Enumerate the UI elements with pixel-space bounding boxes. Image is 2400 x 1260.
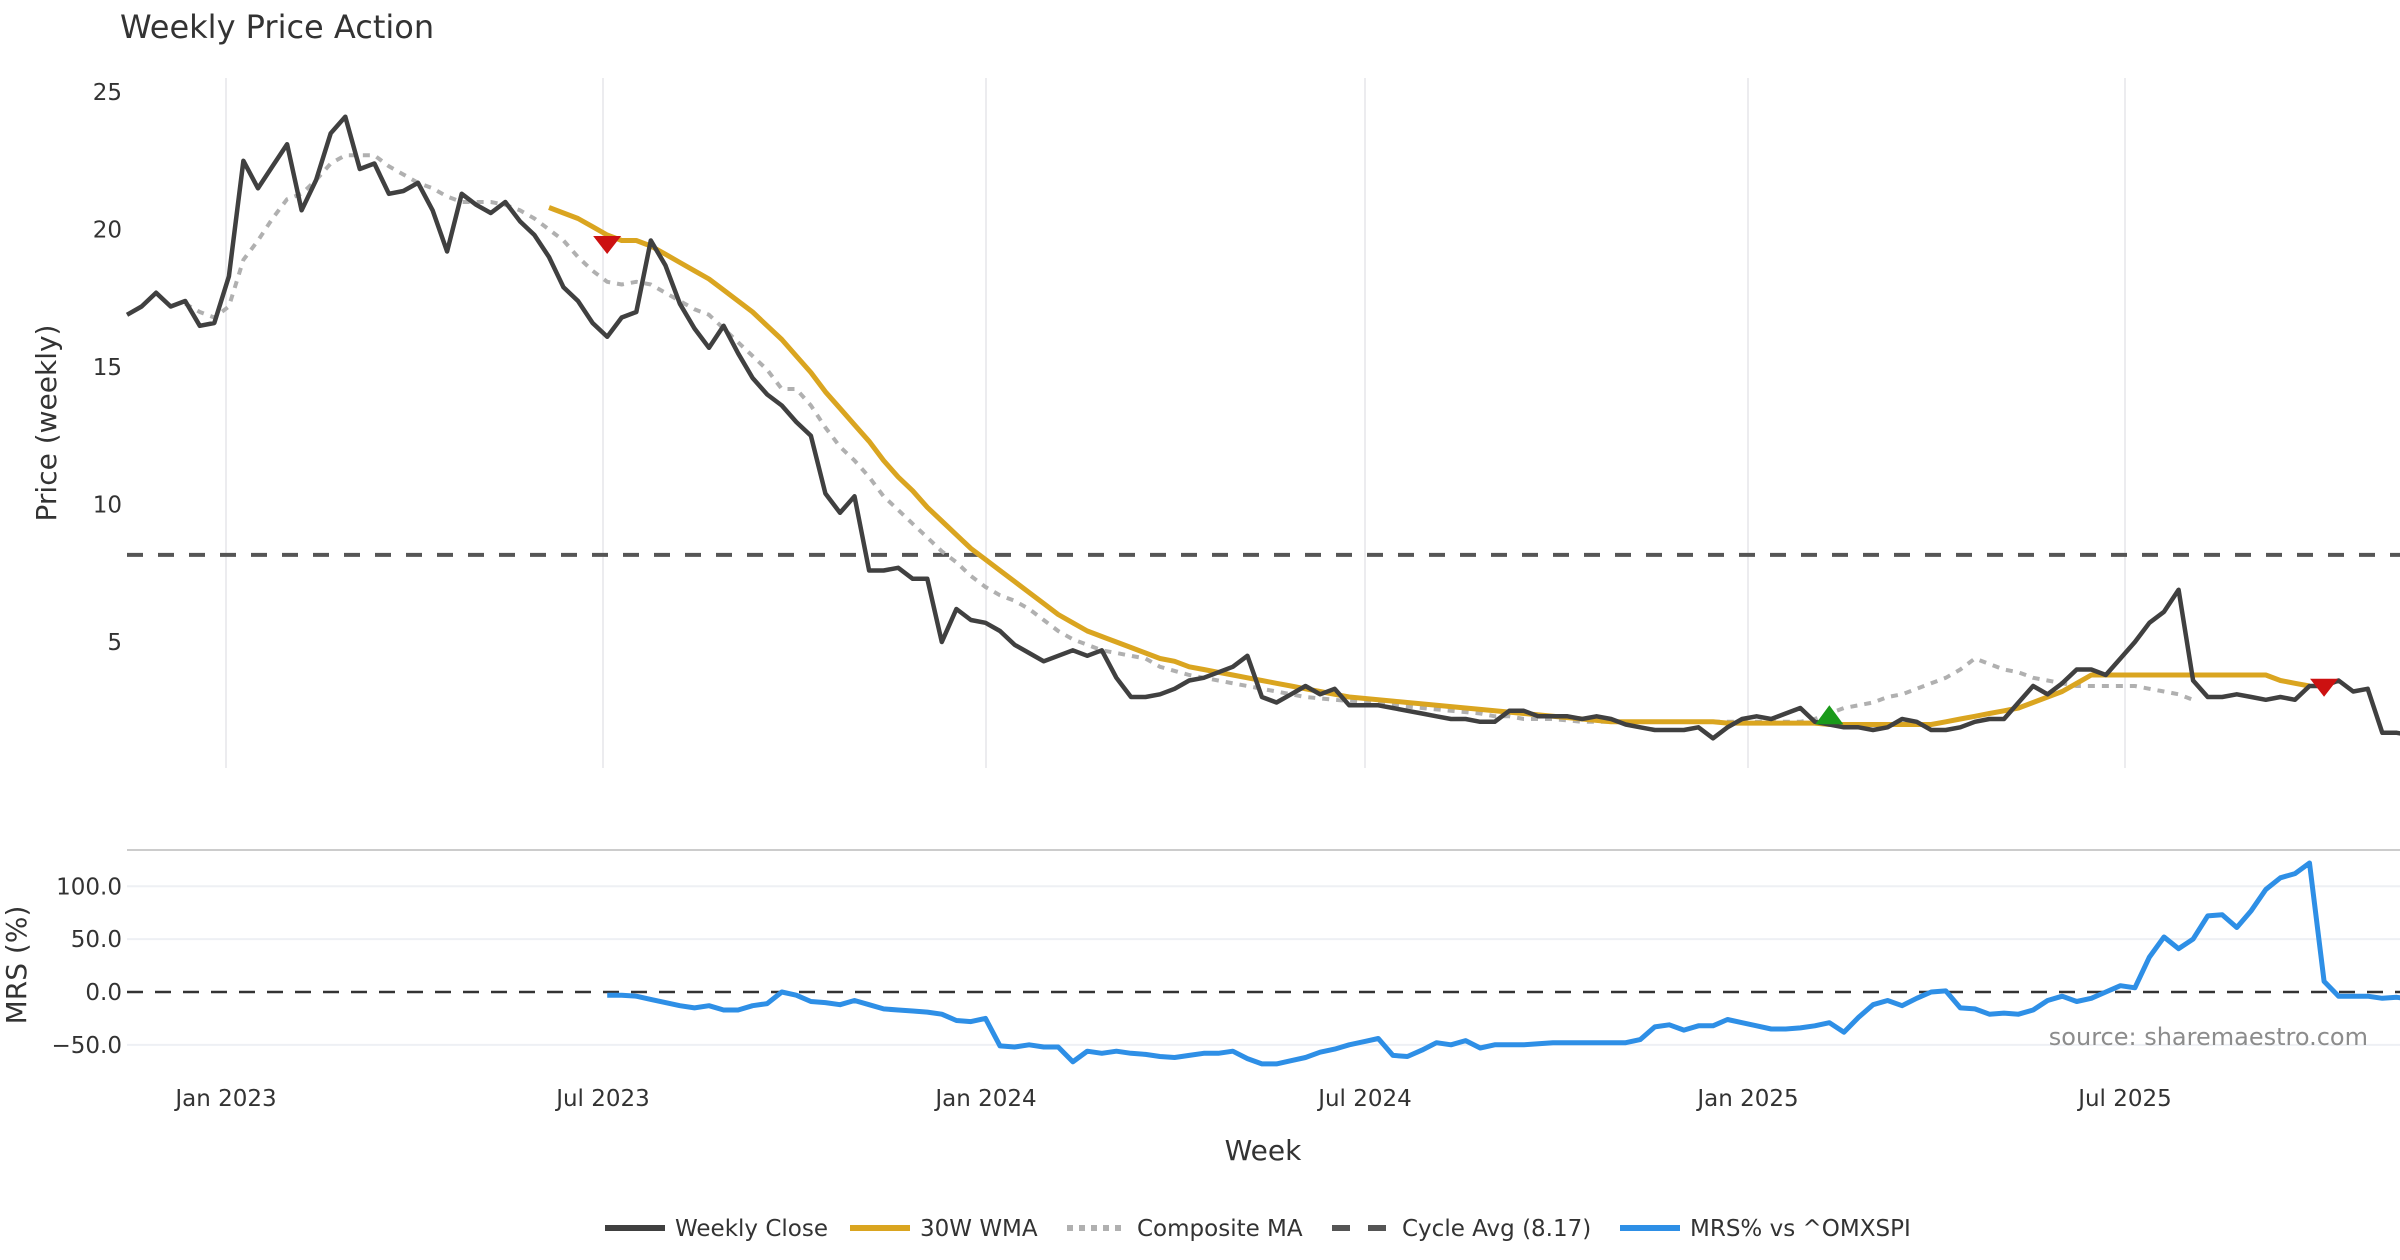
source-annotation: source: sharemaestro.com bbox=[2049, 1023, 2368, 1051]
legend-label: MRS% vs ^OMXSPI bbox=[1690, 1216, 1911, 1242]
mrs-grid bbox=[127, 885, 2400, 1046]
legend-label: 30W WMA bbox=[920, 1216, 1038, 1242]
price-y-axis-label: Price (weekly) bbox=[30, 325, 63, 522]
legend-item-30w-wma: 30W WMA bbox=[850, 1216, 1038, 1242]
mrs-y-tick-label: 0.0 bbox=[85, 980, 122, 1006]
mrs-y-tick-label: 100.0 bbox=[56, 874, 122, 900]
sell-signal-marker bbox=[2310, 678, 2339, 697]
mrs-y-axis-label: MRS (%) bbox=[0, 906, 33, 1025]
price-series bbox=[125, 114, 2400, 741]
legend: Weekly Close 30W WMA Composite MA Cycle Avg… bbox=[605, 1216, 1911, 1242]
price-y-ticks: 5 10 15 20 25 bbox=[93, 80, 122, 656]
x-tick-label: Jul 2024 bbox=[1316, 1086, 1412, 1112]
mrs-y-ticks: −50.0 0.0 50.0 100.0 bbox=[52, 874, 122, 1059]
price-y-tick-label: 10 bbox=[93, 493, 122, 519]
x-axis-label: Week bbox=[1225, 1134, 1302, 1167]
mrs-series bbox=[607, 860, 2400, 1067]
legend-item-cycle-avg-8-17: Cycle Avg (8.17) bbox=[1332, 1216, 1591, 1242]
mrs-line bbox=[607, 860, 2400, 1067]
weekly-close-line bbox=[125, 114, 2400, 741]
legend-label: Composite MA bbox=[1137, 1216, 1303, 1242]
price-grid bbox=[225, 78, 2126, 768]
price-y-tick-label: 20 bbox=[93, 218, 122, 244]
price-y-tick-label: 25 bbox=[93, 80, 122, 106]
legend-item-weekly-close: Weekly Close bbox=[605, 1216, 828, 1242]
x-tick-label: Jan 2024 bbox=[933, 1086, 1036, 1112]
x-tick-labels: Jan 2023 Jul 2023 Jan 2024 Jul 2024 Jan 2025… bbox=[173, 1086, 2171, 1112]
signal-markers bbox=[593, 236, 2339, 725]
price-y-tick-label: 15 bbox=[93, 355, 122, 381]
sell-signal-marker bbox=[593, 236, 622, 254]
x-tick-label: Jul 2025 bbox=[2076, 1086, 2172, 1112]
legend-label: Cycle Avg (8.17) bbox=[1402, 1216, 1591, 1242]
composite-ma-line bbox=[184, 153, 2194, 724]
x-tick-label: Jan 2023 bbox=[173, 1086, 276, 1112]
x-tick-label: Jan 2025 bbox=[1695, 1086, 1798, 1112]
legend-item-mrs-vs-omxspi: MRS% vs ^OMXSPI bbox=[1620, 1216, 1911, 1242]
buy-signal-marker bbox=[1815, 705, 1844, 725]
x-tick-label: Jul 2023 bbox=[554, 1086, 650, 1112]
price-y-tick-label: 5 bbox=[107, 630, 122, 656]
mrs-y-tick-label: −50.0 bbox=[52, 1033, 122, 1059]
30w-wma-line bbox=[548, 205, 2310, 727]
legend-label: Weekly Close bbox=[675, 1216, 828, 1242]
legend-item-composite-ma: Composite MA bbox=[1067, 1216, 1303, 1242]
chart-title: Weekly Price Action bbox=[120, 8, 434, 46]
mrs-y-tick-label: 50.0 bbox=[71, 927, 122, 953]
